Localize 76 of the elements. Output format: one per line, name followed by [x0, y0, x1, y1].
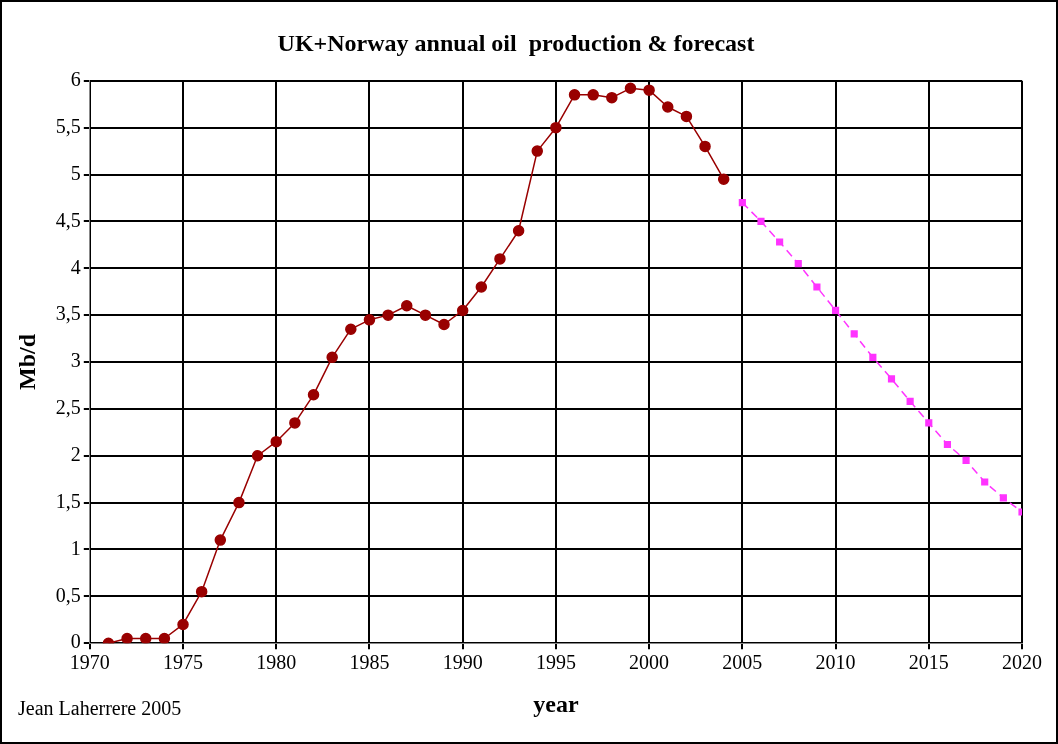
point	[326, 351, 338, 364]
point	[831, 306, 840, 315]
point	[401, 300, 413, 312]
point	[813, 283, 821, 291]
point	[512, 225, 525, 237]
point	[643, 84, 655, 96]
x-tick-label: 2005	[722, 651, 763, 674]
chart-title: UK+Norway annual oil production & forecast	[277, 29, 755, 56]
point	[662, 101, 674, 113]
point	[456, 304, 469, 317]
x-tick-label: 1980	[256, 651, 297, 674]
y-tick-label: 0	[70, 630, 81, 653]
point	[382, 309, 394, 321]
point	[233, 496, 245, 509]
point	[776, 238, 784, 246]
point	[475, 281, 488, 293]
point	[121, 632, 133, 644]
point	[606, 91, 618, 104]
point	[717, 173, 730, 185]
point	[738, 199, 746, 207]
y-tick-label: 3	[70, 349, 81, 372]
point	[962, 456, 970, 464]
point	[531, 145, 544, 157]
x-tick-label: 1970	[69, 651, 110, 674]
point	[757, 217, 765, 225]
point	[624, 82, 637, 95]
point	[251, 449, 264, 462]
x-tick-label: 2000	[629, 651, 670, 674]
point	[289, 417, 301, 429]
y-tick-label: 0,5	[55, 583, 81, 606]
y-tick-label: 3,5	[55, 302, 81, 325]
point	[419, 309, 432, 321]
y-axis-title: Mb/d	[13, 333, 40, 391]
point	[345, 323, 357, 335]
point	[270, 435, 282, 448]
point	[307, 389, 320, 401]
point	[363, 314, 376, 326]
point	[869, 353, 877, 361]
point	[906, 397, 914, 405]
point	[139, 632, 152, 644]
point	[587, 89, 599, 101]
y-tick-label: 2,5	[55, 396, 81, 419]
x-tick-label: 2015	[908, 651, 949, 674]
y-tick-label: 2	[70, 442, 81, 465]
point	[195, 585, 208, 598]
point	[999, 494, 1007, 502]
point	[494, 253, 506, 265]
point	[177, 618, 189, 631]
point	[550, 121, 562, 134]
point	[214, 534, 227, 546]
point	[438, 318, 450, 331]
y-tick-label: 5	[70, 161, 81, 184]
point	[794, 260, 802, 268]
point	[850, 330, 858, 338]
y-tick-label: 4,5	[55, 208, 81, 231]
point	[158, 632, 171, 644]
x-tick-label: 2020	[1002, 651, 1042, 674]
x-tick-label: 1995	[535, 651, 576, 674]
y-tick-label: 4	[70, 255, 81, 278]
y-tick-label: 1	[70, 536, 81, 559]
y-tick-label: 6	[70, 68, 81, 91]
x-tick-label: 1990	[442, 651, 483, 674]
x-axis-title: year	[533, 690, 579, 717]
point	[981, 478, 989, 486]
x-tick-label: 2010	[815, 651, 856, 674]
y-tick-label: 1,5	[55, 489, 81, 512]
y-tick-label: 5,5	[55, 114, 81, 137]
x-tick-label: 1975	[163, 651, 204, 674]
text: Jean Laherrere 2005	[18, 697, 182, 720]
point	[943, 440, 951, 449]
point	[887, 375, 896, 383]
point	[568, 89, 581, 101]
point	[680, 110, 693, 123]
x-tick-label: 1985	[349, 651, 390, 674]
point	[925, 419, 933, 427]
point	[699, 140, 711, 153]
